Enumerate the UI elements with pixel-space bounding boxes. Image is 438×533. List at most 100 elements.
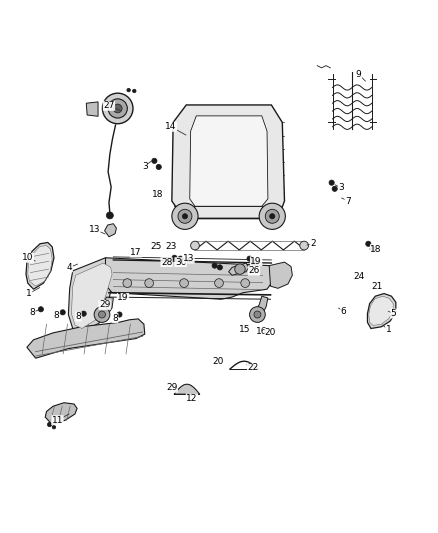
Text: 8: 8 [75, 312, 81, 321]
Circle shape [329, 180, 334, 185]
Circle shape [60, 310, 65, 315]
Circle shape [133, 89, 136, 93]
Circle shape [191, 241, 199, 250]
Text: 8: 8 [112, 313, 118, 322]
Text: 30: 30 [175, 257, 186, 266]
Circle shape [127, 88, 131, 92]
Text: 16: 16 [256, 327, 268, 336]
Circle shape [123, 279, 132, 287]
Circle shape [38, 306, 43, 312]
Circle shape [156, 164, 161, 169]
Polygon shape [229, 263, 249, 275]
Text: 21: 21 [371, 281, 383, 290]
Polygon shape [106, 258, 274, 299]
Circle shape [212, 263, 217, 268]
Circle shape [270, 214, 275, 219]
Polygon shape [251, 296, 268, 317]
Polygon shape [174, 384, 199, 394]
Circle shape [182, 214, 187, 219]
Polygon shape [26, 243, 54, 289]
Circle shape [217, 265, 223, 270]
Text: 23: 23 [165, 243, 177, 252]
Polygon shape [86, 102, 98, 116]
Text: 26: 26 [248, 266, 260, 276]
Text: 18: 18 [371, 245, 382, 254]
Circle shape [247, 256, 252, 261]
Circle shape [99, 311, 106, 318]
Polygon shape [71, 263, 112, 328]
Text: 2: 2 [310, 239, 316, 248]
Circle shape [370, 246, 375, 252]
Text: 29: 29 [166, 383, 177, 392]
Polygon shape [367, 294, 396, 328]
Text: 19: 19 [251, 257, 262, 266]
Circle shape [52, 425, 56, 429]
Text: 7: 7 [345, 197, 351, 206]
Text: 24: 24 [353, 272, 364, 280]
Text: 18: 18 [152, 190, 164, 199]
Text: 11: 11 [52, 416, 63, 425]
Circle shape [47, 422, 52, 427]
Circle shape [81, 311, 86, 316]
Text: 1: 1 [26, 289, 32, 298]
Text: 4: 4 [67, 263, 73, 272]
Text: 15: 15 [239, 325, 250, 334]
Polygon shape [45, 403, 77, 425]
Polygon shape [190, 116, 268, 206]
Text: 13: 13 [183, 254, 194, 263]
Polygon shape [95, 297, 113, 318]
Text: 6: 6 [341, 306, 346, 316]
Text: 14: 14 [165, 122, 177, 131]
Circle shape [259, 203, 286, 229]
Circle shape [251, 261, 257, 265]
Circle shape [102, 93, 133, 124]
Text: 22: 22 [247, 364, 259, 372]
Circle shape [94, 306, 110, 322]
Polygon shape [68, 258, 117, 333]
Circle shape [108, 99, 127, 118]
Text: 12: 12 [186, 394, 198, 403]
Circle shape [117, 312, 122, 317]
Circle shape [265, 209, 279, 223]
Text: 5: 5 [391, 309, 396, 318]
Circle shape [172, 203, 198, 229]
Text: 29: 29 [99, 301, 110, 310]
Text: 20: 20 [265, 328, 276, 337]
Circle shape [332, 186, 337, 191]
Circle shape [215, 279, 223, 287]
Polygon shape [269, 262, 292, 288]
Text: 27: 27 [103, 101, 115, 110]
Circle shape [178, 209, 192, 223]
Circle shape [178, 256, 183, 261]
Text: 8: 8 [54, 311, 60, 320]
Text: 17: 17 [130, 248, 142, 257]
Circle shape [235, 264, 245, 274]
Circle shape [366, 241, 371, 246]
Text: 3: 3 [142, 161, 148, 171]
Polygon shape [172, 105, 285, 219]
Circle shape [241, 279, 250, 287]
Text: 8: 8 [29, 308, 35, 317]
Polygon shape [28, 246, 52, 286]
Circle shape [106, 212, 113, 219]
Circle shape [300, 241, 308, 250]
Text: 20: 20 [212, 357, 224, 366]
Text: 19: 19 [117, 294, 129, 302]
Polygon shape [369, 296, 393, 326]
Circle shape [254, 311, 261, 318]
Circle shape [172, 255, 177, 261]
Circle shape [152, 158, 157, 164]
Circle shape [250, 306, 265, 322]
Text: 3: 3 [339, 183, 344, 192]
Polygon shape [105, 224, 117, 237]
Text: 13: 13 [89, 225, 100, 234]
Text: 1: 1 [385, 325, 391, 334]
Circle shape [145, 279, 153, 287]
Polygon shape [27, 319, 145, 358]
Text: 28: 28 [161, 257, 172, 266]
Circle shape [113, 104, 122, 113]
Circle shape [180, 279, 188, 287]
Text: 25: 25 [150, 243, 161, 252]
Text: 9: 9 [356, 70, 362, 79]
Text: 10: 10 [22, 253, 34, 262]
